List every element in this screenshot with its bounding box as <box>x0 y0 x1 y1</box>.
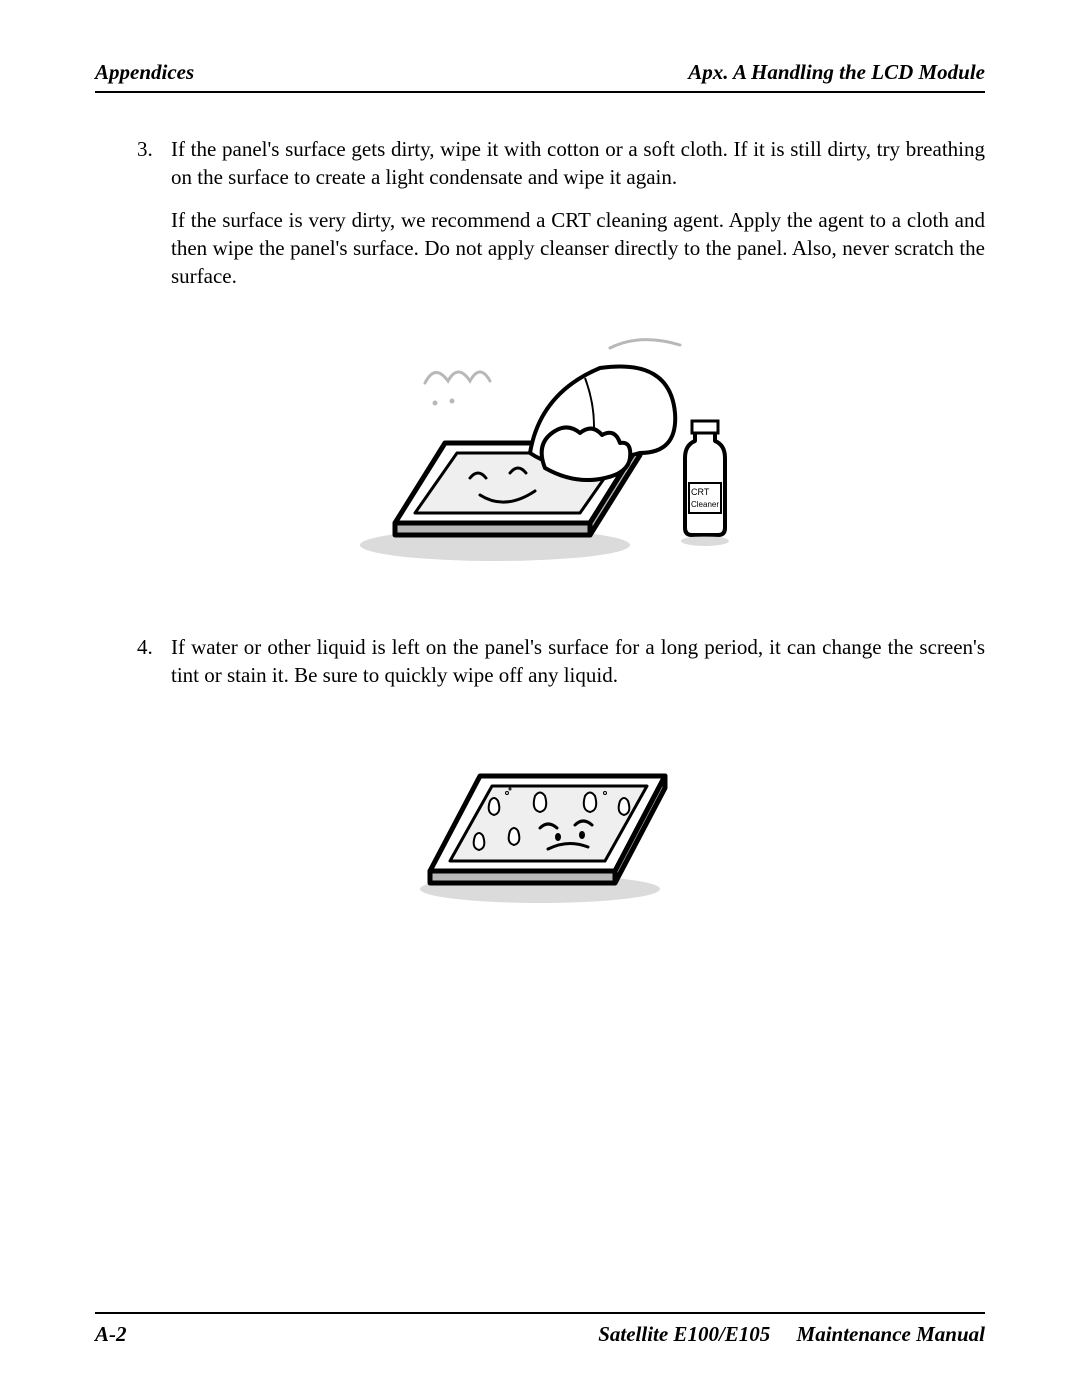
page-footer: A-2 Satellite E100/E105 Maintenance Manu… <box>95 1312 985 1347</box>
footer-manual-title: Satellite E100/E105 Maintenance Manual <box>598 1322 985 1347</box>
header-right: Apx. A Handling the LCD Module <box>688 60 985 85</box>
header-left: Appendices <box>95 60 194 85</box>
bottle-label-line2: Cleaner <box>691 500 719 509</box>
paragraph: If water or other liquid is left on the … <box>171 633 985 690</box>
bottle-label-line1: CRT <box>691 487 710 497</box>
list-marker: 3. <box>137 135 171 305</box>
list-item-4: 4. If water or other liquid is left on t… <box>95 633 985 704</box>
page-header: Appendices Apx. A Handling the LCD Modul… <box>95 60 985 93</box>
list-body: If water or other liquid is left on the … <box>171 633 985 704</box>
page: Appendices Apx. A Handling the LCD Modul… <box>0 0 1080 1397</box>
figure-cleaning: CRT Cleaner <box>95 323 985 583</box>
paragraph: If the panel's surface gets dirty, wipe … <box>171 135 985 192</box>
paragraph: If the surface is very dirty, we recomme… <box>171 206 985 291</box>
page-content: 3. If the panel's surface gets dirty, wi… <box>95 93 985 921</box>
list-item-3: 3. If the panel's surface gets dirty, wi… <box>95 135 985 305</box>
list-body: If the panel's surface gets dirty, wipe … <box>171 135 985 305</box>
cleaning-illustration-icon: CRT Cleaner <box>340 323 740 583</box>
footer-page-number: A-2 <box>95 1322 127 1347</box>
figure-liquid <box>95 721 985 921</box>
list-marker: 4. <box>137 633 171 704</box>
liquid-illustration-icon <box>390 721 690 921</box>
